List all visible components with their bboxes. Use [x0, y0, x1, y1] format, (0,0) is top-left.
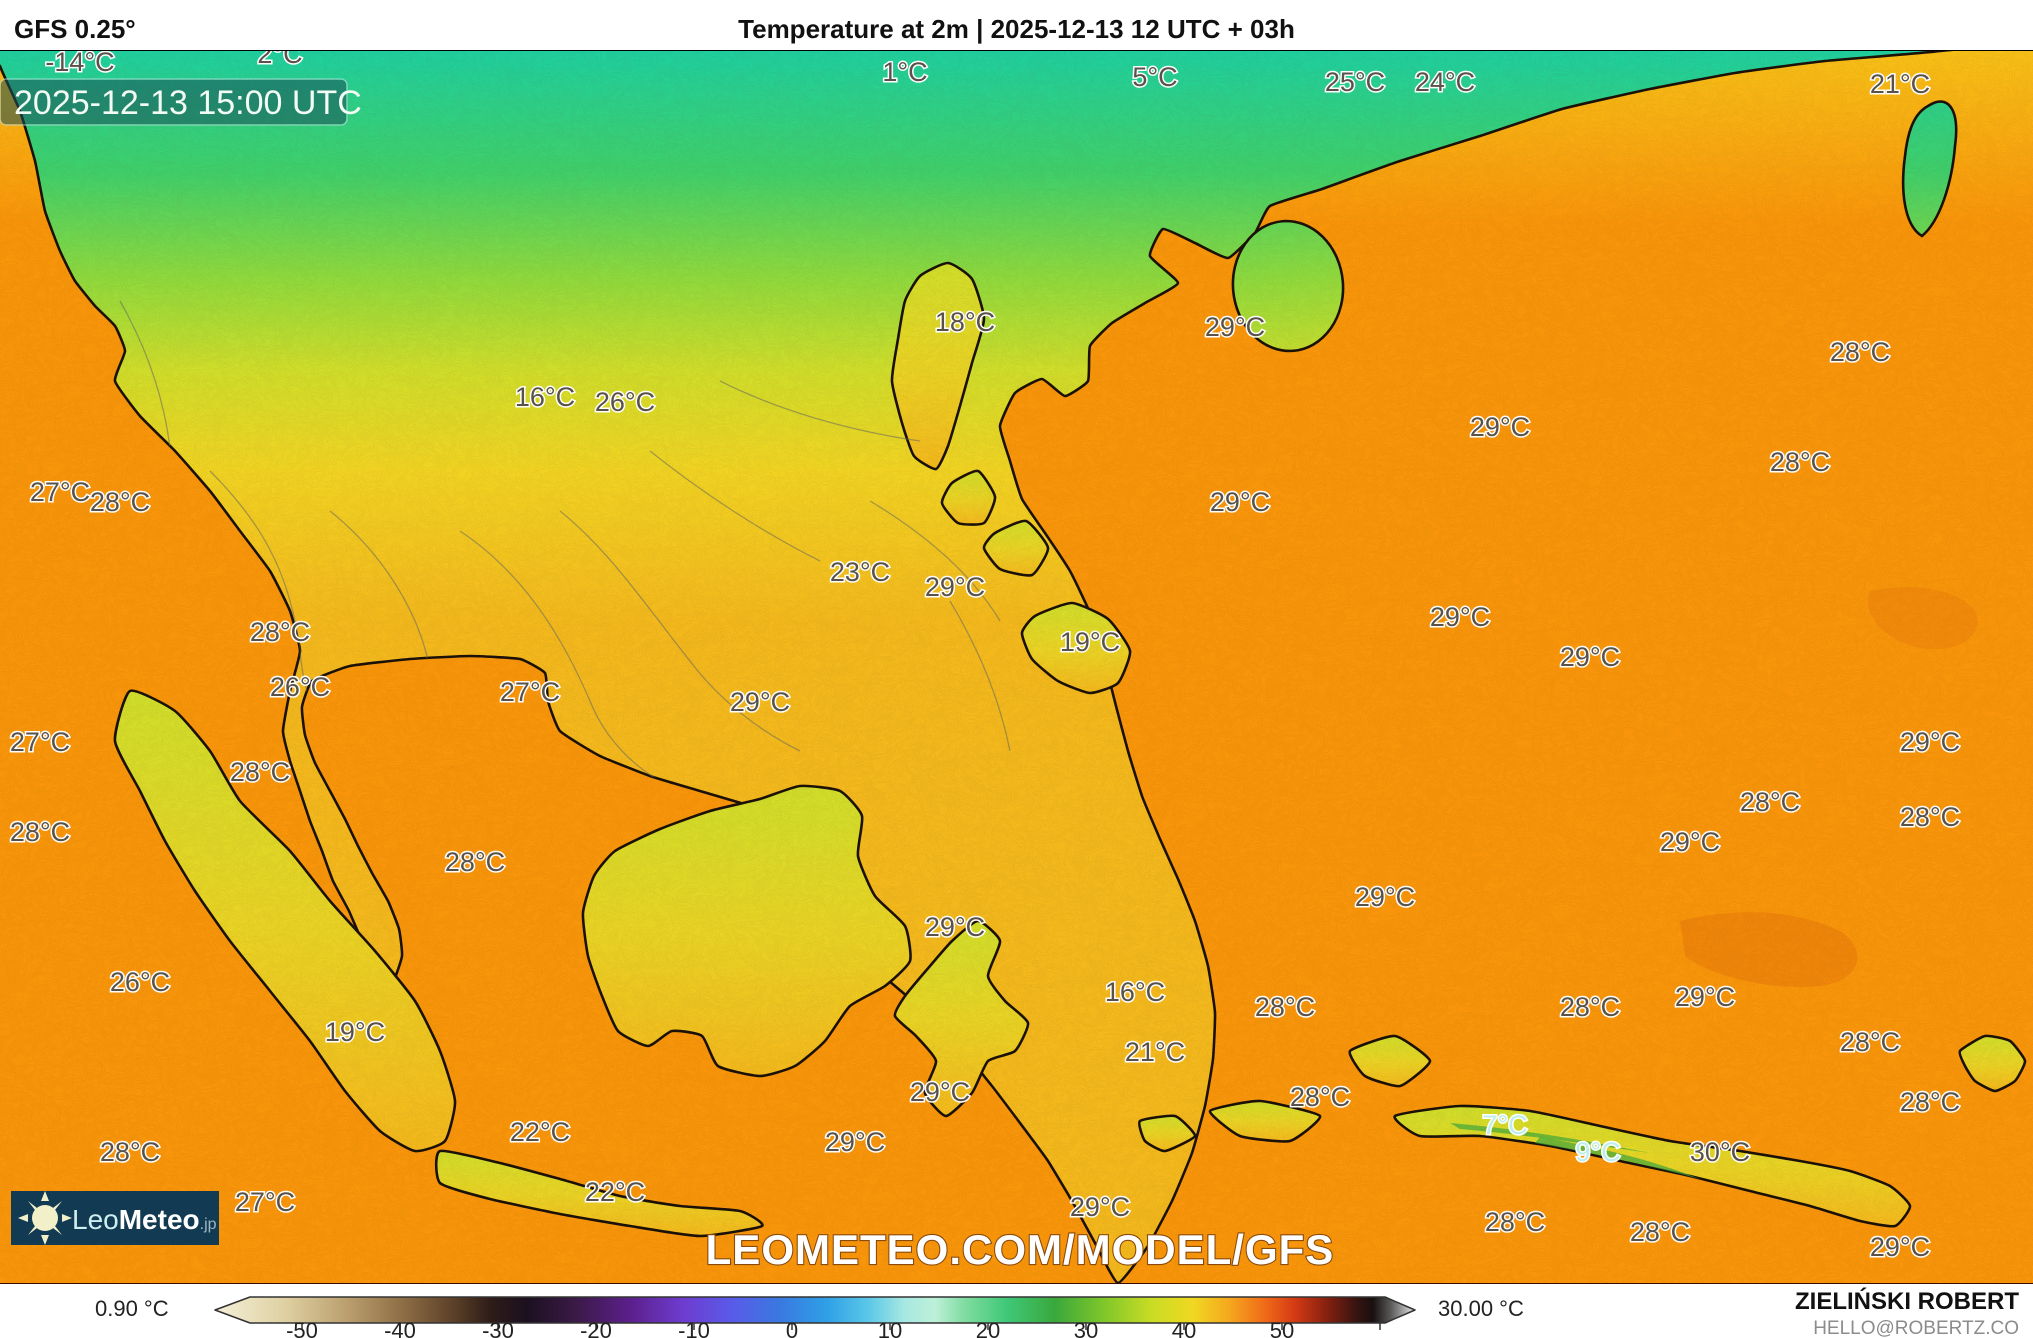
svg-text:-50: -50	[286, 1318, 318, 1338]
svg-text:28°C: 28°C	[1770, 447, 1830, 477]
svg-text:29°C: 29°C	[1470, 412, 1530, 442]
svg-text:28°C: 28°C	[1290, 1082, 1350, 1112]
svg-text:1°C: 1°C	[882, 57, 927, 87]
svg-text:23°C: 23°C	[830, 557, 890, 587]
svg-text:-20: -20	[580, 1318, 612, 1338]
svg-text:-40: -40	[384, 1318, 416, 1338]
svg-text:27°C: 27°C	[10, 727, 70, 757]
svg-text:28°C: 28°C	[1740, 787, 1800, 817]
svg-text:29°C: 29°C	[925, 912, 985, 942]
svg-text:22°C: 22°C	[585, 1177, 645, 1207]
svg-text:LEOMETEO.COM/MODEL/GFS: LEOMETEO.COM/MODEL/GFS	[706, 1226, 1335, 1273]
svg-text:16°C: 16°C	[515, 382, 575, 412]
svg-text:29°C: 29°C	[925, 572, 985, 602]
svg-text:28°C: 28°C	[445, 847, 505, 877]
svg-text:27°C: 27°C	[235, 1187, 295, 1217]
svg-text:28°C: 28°C	[1830, 337, 1890, 367]
svg-text:19°C: 19°C	[1060, 627, 1120, 657]
svg-text:28°C: 28°C	[230, 757, 290, 787]
svg-text:30: 30	[1074, 1318, 1098, 1338]
svg-text:29°C: 29°C	[1660, 827, 1720, 857]
svg-text:29°C: 29°C	[910, 1077, 970, 1107]
svg-text:24°C: 24°C	[1415, 67, 1475, 97]
svg-text:26°C: 26°C	[110, 967, 170, 997]
svg-text:29°C: 29°C	[1560, 642, 1620, 672]
svg-text:2025-12-13 15:00 UTC: 2025-12-13 15:00 UTC	[14, 84, 362, 122]
svg-text:5°C: 5°C	[1132, 62, 1177, 92]
svg-text:50: 50	[1270, 1318, 1294, 1338]
svg-text:28°C: 28°C	[250, 617, 310, 647]
svg-text:7°C: 7°C	[1482, 1110, 1527, 1140]
svg-text:29°C: 29°C	[1900, 727, 1960, 757]
svg-text:28°C: 28°C	[10, 817, 70, 847]
svg-text:29°C: 29°C	[730, 687, 790, 717]
svg-text:27°C: 27°C	[30, 477, 90, 507]
svg-text:20: 20	[976, 1318, 1000, 1338]
svg-text:0: 0	[786, 1318, 798, 1338]
svg-text:29°C: 29°C	[1205, 312, 1265, 342]
svg-text:29°C: 29°C	[1870, 1232, 1930, 1262]
svg-text:28°C: 28°C	[1900, 802, 1960, 832]
svg-text:29°C: 29°C	[1070, 1192, 1130, 1222]
svg-text:40: 40	[1172, 1318, 1196, 1338]
svg-text:29°C: 29°C	[1355, 882, 1415, 912]
svg-text:-14°C: -14°C	[45, 51, 114, 77]
svg-text:28°C: 28°C	[1485, 1207, 1545, 1237]
svg-text:28°C: 28°C	[1255, 992, 1315, 1022]
svg-text:28°C: 28°C	[1900, 1087, 1960, 1117]
svg-text:26°C: 26°C	[270, 672, 330, 702]
svg-text:16°C: 16°C	[1105, 977, 1165, 1007]
svg-text:27°C: 27°C	[500, 677, 560, 707]
svg-text:29°C: 29°C	[1210, 487, 1270, 517]
svg-text:28°C: 28°C	[90, 487, 150, 517]
svg-text:18°C: 18°C	[935, 307, 995, 337]
svg-text:-10: -10	[678, 1318, 710, 1338]
svg-text:-30: -30	[482, 1318, 514, 1338]
svg-text:28°C: 28°C	[1560, 992, 1620, 1022]
svg-text:21°C: 21°C	[1125, 1037, 1185, 1067]
svg-text:21°C: 21°C	[1870, 69, 1930, 99]
svg-text:29°C: 29°C	[1675, 982, 1735, 1012]
svg-text:28°C: 28°C	[1840, 1027, 1900, 1057]
svg-text:9°C: 9°C	[1575, 1137, 1620, 1167]
svg-text:30°C: 30°C	[1690, 1137, 1750, 1167]
svg-text:26°C: 26°C	[595, 387, 655, 417]
svg-text:2°C: 2°C	[257, 51, 302, 69]
svg-text:22°C: 22°C	[510, 1117, 570, 1147]
svg-text:LeoMeteo.jp: LeoMeteo.jp	[72, 1204, 217, 1235]
svg-text:28°C: 28°C	[100, 1137, 160, 1167]
svg-text:28°C: 28°C	[1630, 1217, 1690, 1247]
svg-text:29°C: 29°C	[1430, 602, 1490, 632]
svg-text:25°C: 25°C	[1325, 67, 1385, 97]
svg-text:19°C: 19°C	[325, 1017, 385, 1047]
svg-text:29°C: 29°C	[825, 1127, 885, 1157]
svg-text:10: 10	[878, 1318, 902, 1338]
